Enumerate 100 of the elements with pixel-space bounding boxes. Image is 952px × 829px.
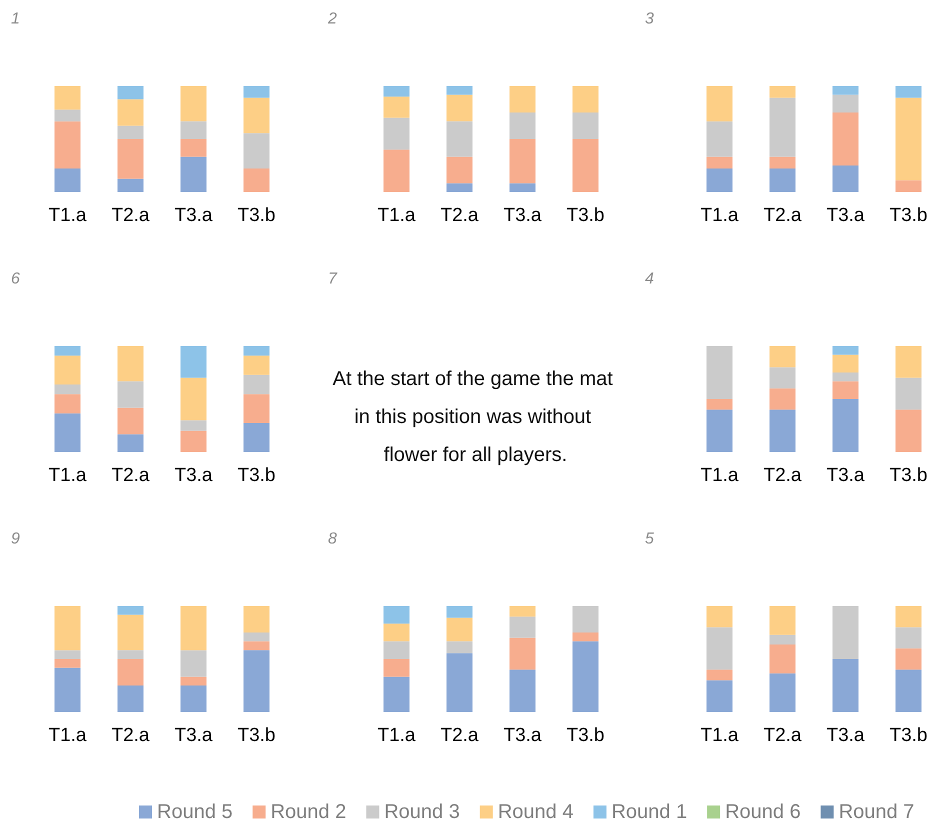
- x-tick-label: T2.a: [111, 465, 150, 486]
- bar: [180, 86, 206, 122]
- x-tick-label: T1.a: [700, 205, 739, 226]
- bar: [244, 356, 270, 375]
- x-tick-label: T1.a: [700, 725, 739, 746]
- legend-label: Round 3: [384, 801, 460, 823]
- bar: [180, 676, 206, 686]
- bar: [446, 86, 472, 95]
- bar: [706, 627, 732, 670]
- bar: [244, 632, 270, 642]
- bar: [384, 118, 410, 150]
- bar: [54, 356, 80, 384]
- bar: [832, 86, 858, 95]
- bar: [244, 133, 270, 168]
- bar: [54, 650, 80, 659]
- bar: [446, 606, 472, 618]
- x-tick-label: T2.a: [440, 725, 479, 746]
- bar: [896, 627, 922, 648]
- bar: [832, 94, 858, 112]
- bar: [244, 98, 270, 134]
- bar: [384, 624, 410, 642]
- x-tick-label: T1.a: [48, 465, 87, 486]
- bar: [54, 606, 80, 650]
- bar: [896, 670, 922, 712]
- x-tick-label: T2.a: [763, 465, 802, 486]
- bar: [832, 112, 858, 166]
- x-tick-label: T2.a: [763, 205, 802, 226]
- x-tick-label: T1.a: [377, 205, 416, 226]
- bar: [118, 126, 144, 139]
- bar: [770, 410, 796, 452]
- bar: [832, 659, 858, 712]
- x-tick-label: T3.b: [889, 205, 928, 226]
- x-tick-label: T2.a: [111, 725, 150, 746]
- bar: [118, 686, 144, 712]
- bar: [446, 156, 472, 184]
- bar: [896, 346, 922, 378]
- bar: [896, 410, 922, 452]
- bar: [572, 139, 598, 192]
- bar: [180, 606, 206, 650]
- bar: [244, 86, 270, 98]
- bar: [446, 183, 472, 192]
- bar: [384, 641, 410, 659]
- bar: [54, 168, 80, 192]
- legend-label: Round 1: [611, 801, 688, 823]
- legend-label: Round 6: [725, 801, 801, 823]
- bar: [510, 606, 536, 617]
- x-tick-label: T3.a: [826, 465, 865, 486]
- bar: [510, 112, 536, 139]
- x-tick-label: T3.a: [826, 205, 865, 226]
- bar: [244, 168, 270, 192]
- bar: [180, 650, 206, 677]
- bar: [118, 659, 144, 686]
- bar: [54, 394, 80, 414]
- x-tick-label: T1.a: [377, 725, 416, 746]
- x-tick-label: T3.a: [174, 725, 213, 746]
- bar: [180, 378, 206, 420]
- x-tick-label: T2.a: [440, 205, 479, 226]
- x-tick-label: T3.a: [174, 205, 213, 226]
- bar: [384, 150, 410, 192]
- bar: [572, 606, 598, 632]
- bar: [118, 408, 144, 434]
- bar: [896, 378, 922, 410]
- legend-label: Round 2: [270, 801, 346, 823]
- bar: [180, 121, 206, 139]
- chart-title: 4: [645, 270, 654, 288]
- bar: [572, 641, 598, 712]
- x-tick-label: T3.b: [237, 465, 276, 486]
- legend-label: Round 5: [157, 801, 233, 823]
- bar: [770, 156, 796, 168]
- bar: [510, 86, 536, 112]
- bar: [118, 614, 144, 650]
- text: At the start of the game the mat in this position was without flower for all players.: [332, 368, 618, 466]
- bar: [896, 606, 922, 628]
- bar: [54, 86, 80, 110]
- bar: [118, 86, 144, 100]
- bar: [770, 644, 796, 674]
- bar: [118, 650, 144, 659]
- x-tick-label: T2.a: [763, 725, 802, 746]
- bar: [706, 670, 732, 680]
- x-tick-label: T1.a: [48, 725, 87, 746]
- bar: [244, 374, 270, 394]
- bar: [180, 156, 206, 192]
- bar: [510, 670, 536, 712]
- bar: [706, 606, 732, 628]
- bar: [832, 354, 858, 372]
- bar: [706, 680, 732, 712]
- bar: [180, 420, 206, 431]
- legend-label: Round 7: [838, 801, 914, 823]
- bar: [180, 139, 206, 157]
- bar: [770, 86, 796, 98]
- bar: [706, 121, 732, 157]
- bar: [118, 99, 144, 126]
- bar: [770, 367, 796, 388]
- x-tick-label: T3.b: [566, 205, 605, 226]
- chart-title: 3: [645, 10, 654, 28]
- x-tick-label: T3.b: [889, 465, 928, 486]
- bar: [54, 413, 80, 452]
- chart-title: 1: [11, 10, 20, 28]
- x-tick-label: T1.a: [700, 465, 739, 486]
- x-tick-label: T3.a: [174, 465, 213, 486]
